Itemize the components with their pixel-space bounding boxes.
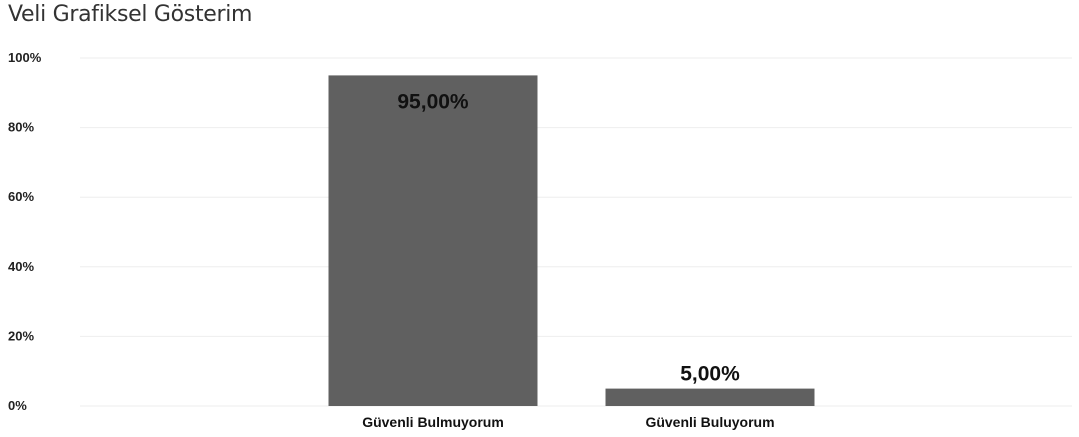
y-tick-label: 80%: [8, 120, 34, 135]
bar: [605, 388, 815, 406]
y-tick-label: 40%: [8, 259, 34, 274]
y-tick-label: 0%: [8, 398, 27, 413]
x-category-label: Güvenli Buluyorum: [645, 414, 774, 430]
x-category-label: Güvenli Bulmuyorum: [362, 414, 504, 430]
chart-title: Veli Grafiksel Gösterim: [8, 2, 253, 27]
bars: 95,00% 5,00%: [328, 75, 815, 407]
data-label: 95,00%: [397, 90, 469, 113]
x-axis: Güvenli Bulmuyorum Güvenli Buluyorum: [362, 414, 774, 430]
y-tick-label: 60%: [8, 189, 34, 204]
gridlines: [80, 57, 1072, 407]
y-tick-label: 20%: [8, 328, 34, 343]
y-tick-label: 100%: [8, 50, 42, 65]
data-label: 5,00%: [680, 363, 740, 386]
bar: [328, 75, 538, 407]
y-axis: 0% 20% 40% 60% 80% 100%: [8, 50, 42, 413]
